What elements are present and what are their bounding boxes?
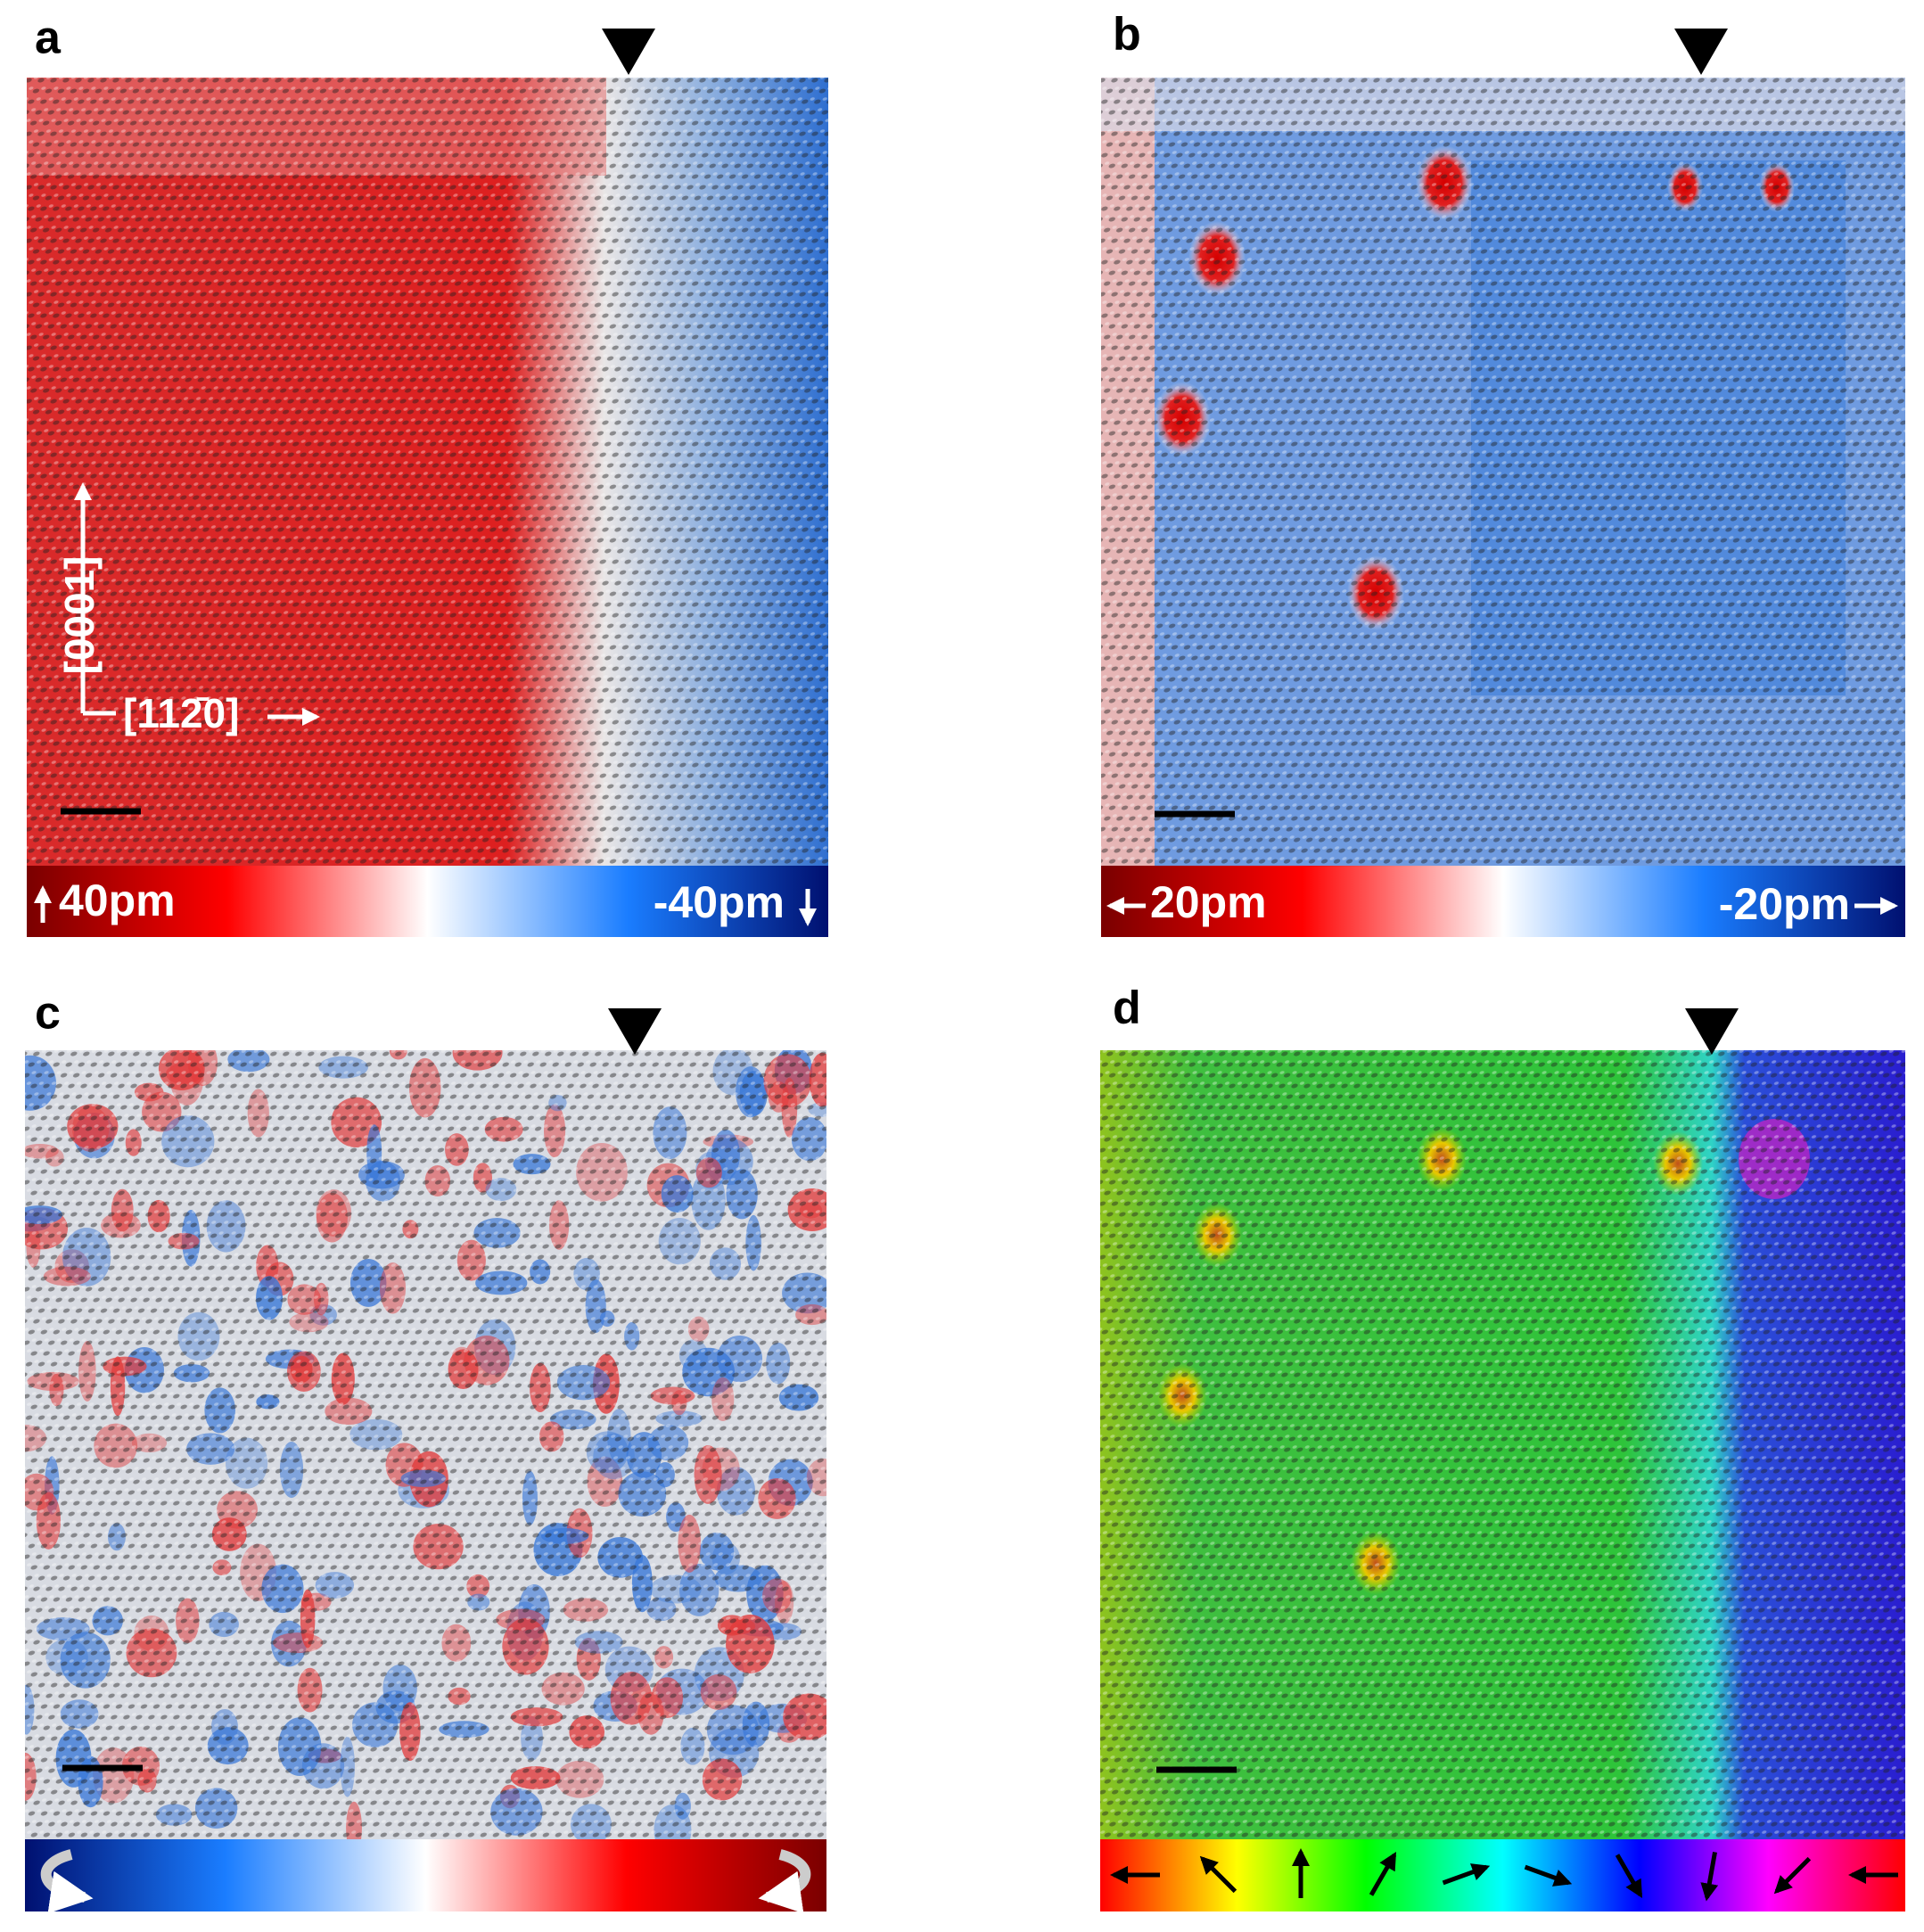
direction-arrow bbox=[1442, 1863, 1491, 1886]
direction-arrow bbox=[1199, 1855, 1237, 1894]
colorbar-label: -20pm bbox=[1719, 879, 1850, 929]
lattice bbox=[27, 78, 828, 866]
panel-label: d bbox=[1113, 982, 1141, 1034]
direction-arrow bbox=[1524, 1864, 1573, 1887]
direction-label: [112̄0] bbox=[123, 690, 239, 736]
colorbar bbox=[27, 866, 828, 937]
panel-label: a bbox=[35, 12, 62, 64]
boundary-marker bbox=[602, 29, 655, 75]
direction-arrow bbox=[1773, 1856, 1812, 1895]
boundary-marker bbox=[608, 1008, 662, 1055]
panel-c bbox=[25, 1050, 826, 1914]
colorbar bbox=[1100, 1839, 1905, 1911]
direction-arrow bbox=[1369, 1852, 1397, 1896]
panel-d bbox=[1100, 1050, 1905, 1911]
panel-label: c bbox=[35, 988, 61, 1040]
colorbar-label: -40pm bbox=[654, 877, 785, 927]
panel-b: 20pm -20pm bbox=[1101, 78, 1905, 937]
lattice bbox=[1100, 1050, 1905, 1839]
lattice bbox=[25, 1050, 826, 1839]
boundary-marker bbox=[1674, 29, 1728, 75]
panel-label: b bbox=[1113, 9, 1141, 61]
colorbar bbox=[25, 1839, 826, 1911]
direction-arrow bbox=[1700, 1851, 1719, 1902]
lattice bbox=[1101, 78, 1905, 866]
direction-arrow bbox=[1615, 1854, 1643, 1898]
colorbar-label: 40pm bbox=[59, 876, 176, 925]
colorbar-label: 20pm bbox=[1150, 877, 1267, 927]
boundary-marker bbox=[1685, 1008, 1739, 1055]
direction-label: [0001] bbox=[56, 556, 103, 675]
panel-a: 40pm -40pm [0001] [112̄0] bbox=[27, 78, 828, 937]
colorbar bbox=[1101, 866, 1905, 937]
